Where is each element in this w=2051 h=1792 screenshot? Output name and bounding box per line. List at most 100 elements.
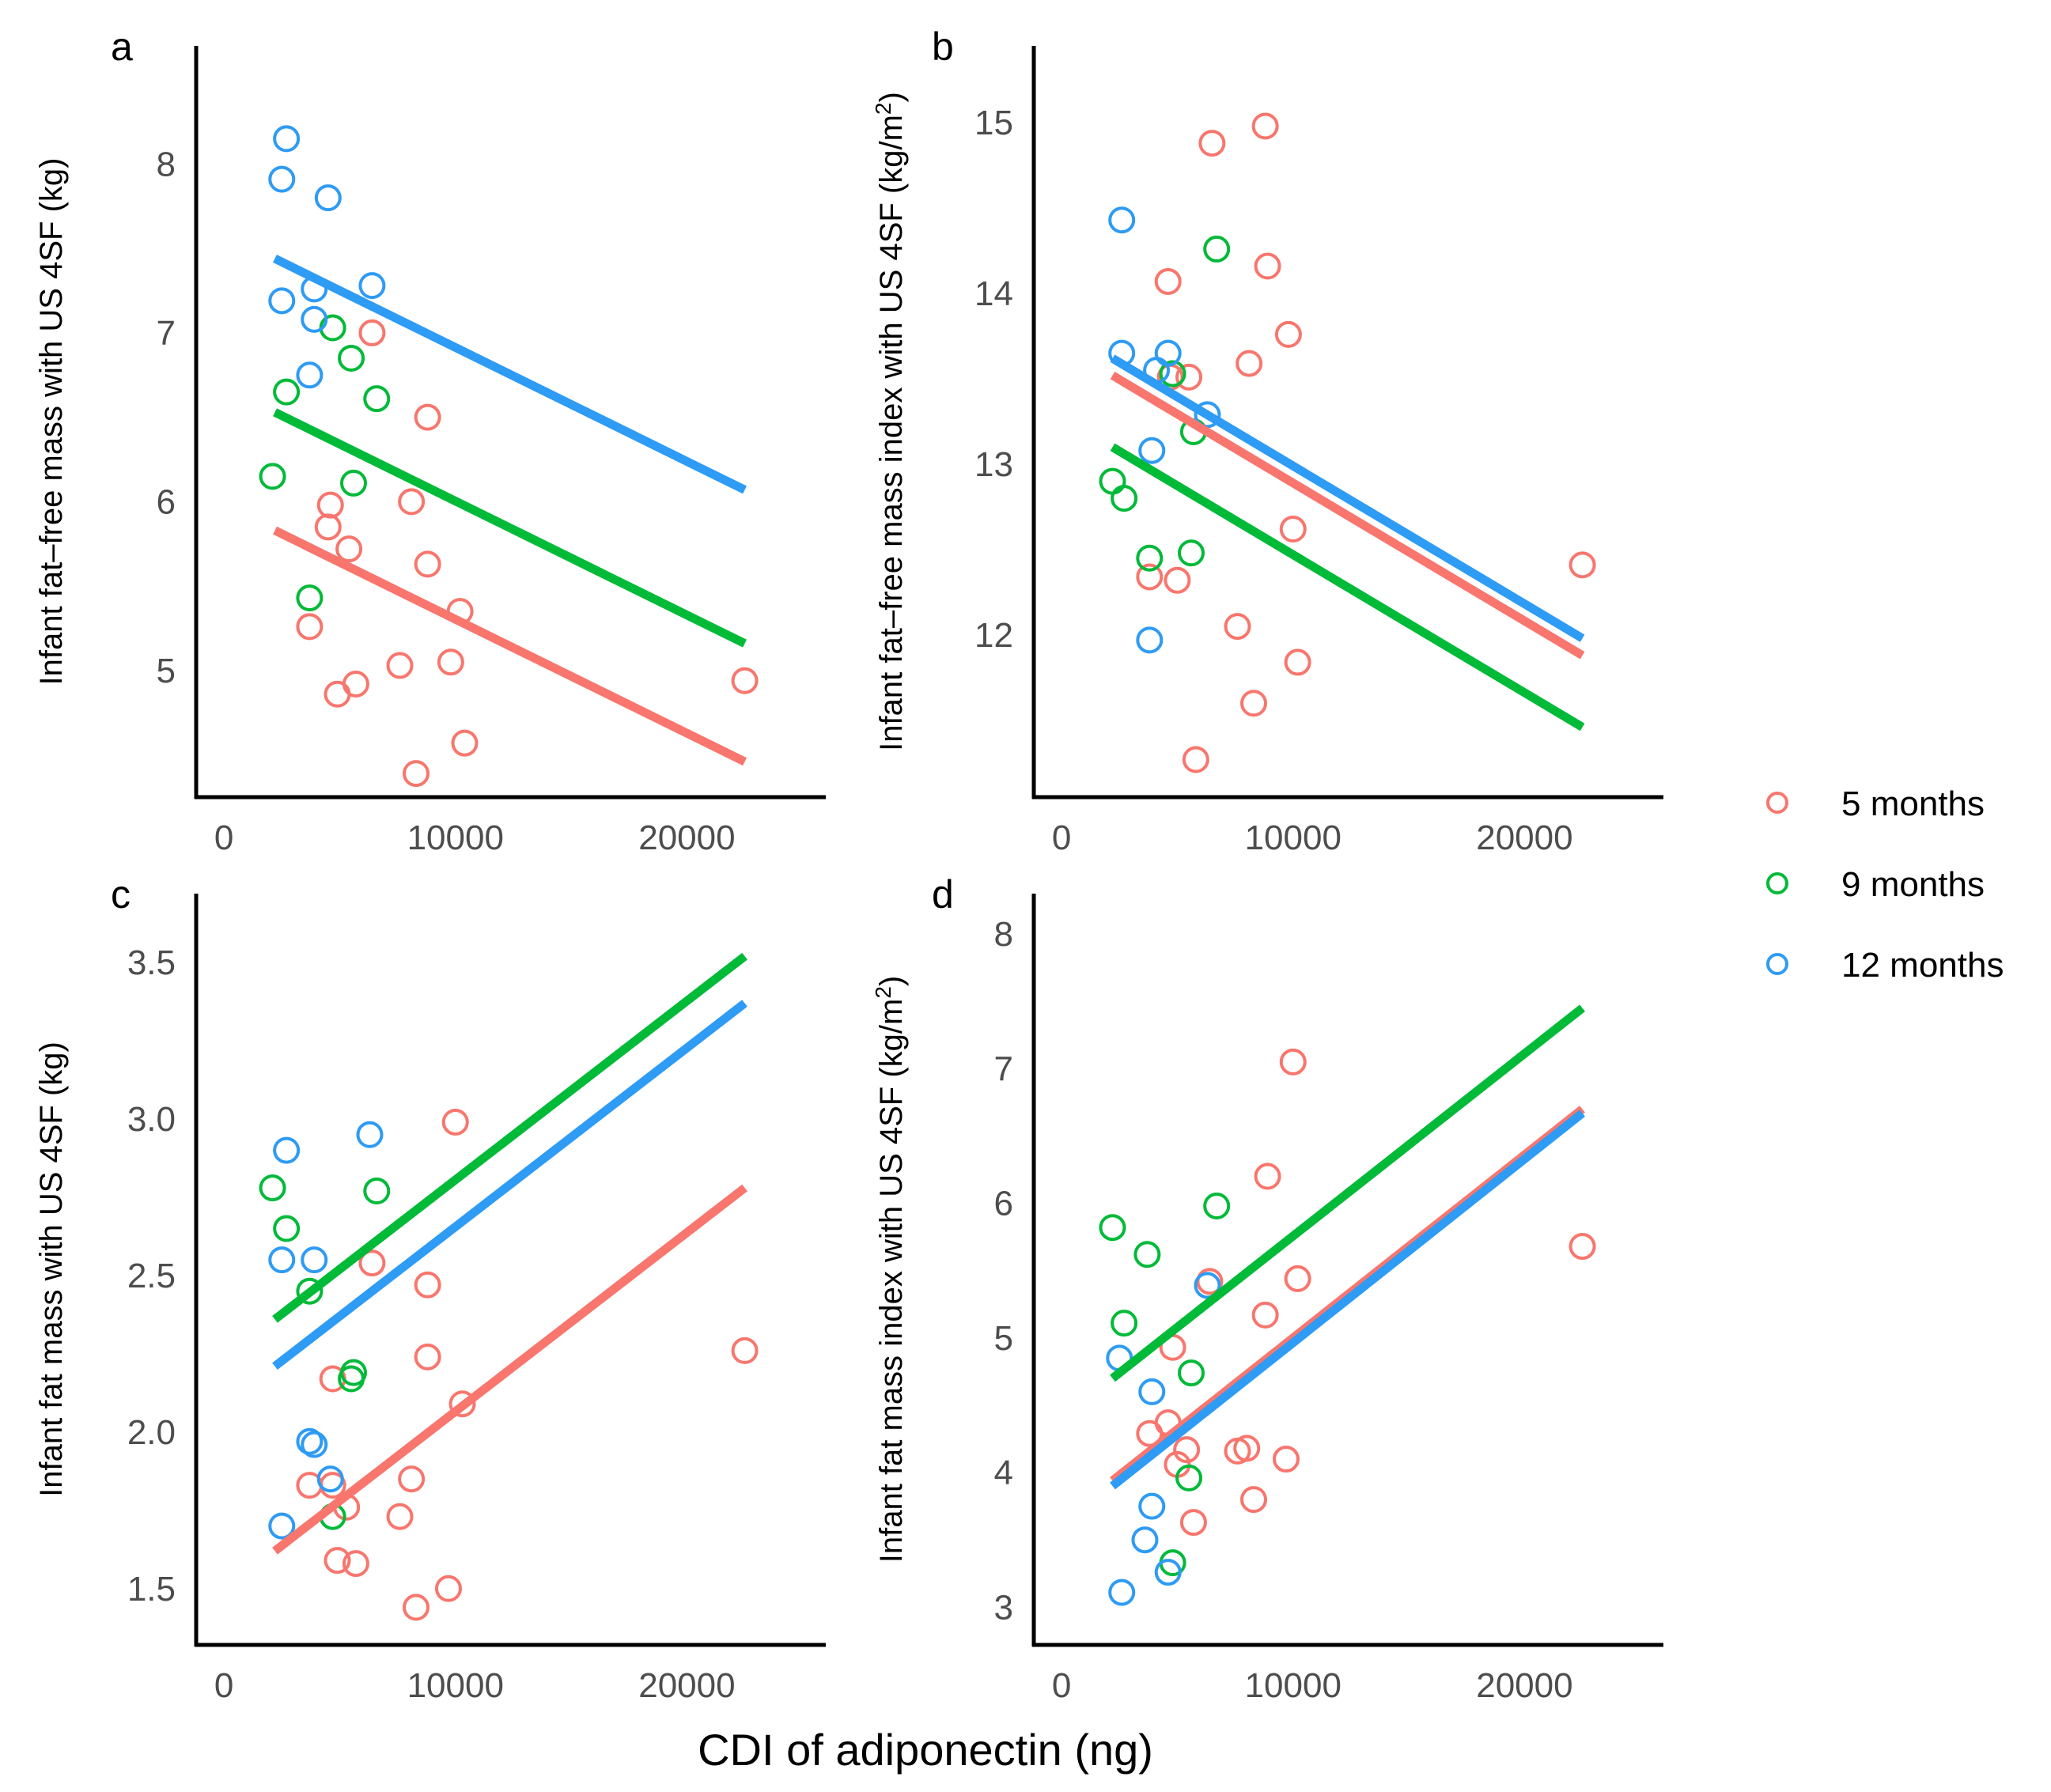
data-point: [1136, 626, 1164, 654]
data-point: [1194, 1272, 1221, 1299]
data-point: [296, 613, 324, 641]
y-axis-label: Infant fat mass with US 4SF (kg): [34, 1042, 69, 1497]
data-point: [1138, 437, 1166, 464]
data-point: [273, 125, 301, 153]
fit-line-9-months: [1110, 443, 1585, 732]
data-point: [301, 1431, 328, 1458]
y-tick-label: 1.5: [127, 1570, 176, 1609]
data-point: [398, 1465, 426, 1493]
data-point: [1569, 1233, 1596, 1261]
y-tick-label: 7: [994, 1049, 1013, 1088]
data-point: [301, 305, 328, 333]
data-point: [1108, 206, 1136, 234]
x-tick-label: 20000: [638, 1666, 735, 1705]
data-point: [273, 378, 301, 406]
y-tick-label: 6: [157, 482, 176, 521]
data-point: [448, 1390, 476, 1418]
data-point: [1279, 1048, 1307, 1076]
data-point: [1138, 1378, 1166, 1405]
data-point: [441, 1108, 469, 1136]
data-point: [1154, 267, 1182, 295]
data-point: [1136, 544, 1164, 572]
data-point: [1178, 1359, 1205, 1387]
data-point: [414, 403, 441, 431]
data-point: [1203, 1192, 1231, 1219]
fit-line-5-months: [272, 1184, 747, 1555]
data-point: [434, 1575, 462, 1602]
data-point: [451, 729, 479, 757]
data-point: [1138, 1492, 1166, 1520]
data-point: [1203, 235, 1231, 263]
data-point: [1173, 1436, 1201, 1464]
y-tick-label: 3.0: [127, 1100, 176, 1139]
data-point: [1284, 648, 1311, 676]
y-tick-label: 5: [157, 652, 176, 690]
legend-label-9-months: 9 months: [1841, 865, 1985, 904]
data-point: [1279, 516, 1307, 543]
y-axis-label: Infant fat–free mass index with US 4SF (…: [871, 92, 909, 751]
data-point: [1108, 1578, 1136, 1606]
data-point: [324, 680, 351, 708]
data-point: [1569, 551, 1596, 579]
data-point: [1254, 1163, 1281, 1190]
y-tick-label: 7: [157, 314, 176, 353]
data-point: [340, 469, 367, 497]
data-point: [301, 1246, 328, 1274]
data-point: [437, 648, 464, 676]
legend-item-12-months: 12 months: [1766, 946, 2004, 985]
data-point: [1240, 1486, 1268, 1514]
fit-line-12-months: [272, 1000, 747, 1370]
x-tick-label: 10000: [407, 818, 504, 857]
y-tick-label: 3: [994, 1588, 1013, 1627]
data-point: [1175, 363, 1203, 391]
data-point: [1136, 563, 1164, 591]
data-point: [342, 1550, 369, 1578]
legend-label-12-months: 12 months: [1841, 946, 2004, 985]
data-point: [273, 1136, 301, 1164]
data-point: [363, 385, 391, 413]
data-point: [414, 550, 441, 578]
panel-b: b 12 13 14 15 0 10000 20000 Infant fat–free mass…: [871, 25, 1663, 857]
series-5-months: [1136, 1048, 1596, 1537]
data-point: [314, 513, 342, 541]
panel-letter: a: [111, 25, 133, 69]
data-point: [338, 344, 365, 372]
data-point: [268, 1246, 296, 1274]
legend-key-5-months: [1766, 792, 1788, 814]
data-point: [414, 1271, 441, 1299]
panel-c: c 1.5 2.0 2.5 3.0 3.5 0 10000 20000 Infant fat ma…: [34, 872, 826, 1705]
data-point: [1133, 1241, 1161, 1268]
y-tick-label: 13: [974, 445, 1013, 484]
y-tick-label: 6: [994, 1185, 1013, 1223]
data-point: [1099, 1214, 1126, 1242]
data-point: [268, 165, 296, 193]
y-tick-label: 4: [994, 1454, 1013, 1492]
data-point: [386, 1503, 414, 1530]
data-point: [1131, 1526, 1159, 1554]
data-point: [1251, 112, 1279, 140]
data-point: [296, 1427, 324, 1455]
fit-line-5-months: [1110, 371, 1585, 660]
x-tick-label: 0: [214, 818, 233, 857]
data-point: [403, 760, 430, 788]
data-point: [1175, 1464, 1203, 1491]
data-point: [1254, 252, 1281, 280]
data-point: [1182, 746, 1209, 773]
fit-line-12-months: [273, 255, 747, 494]
data-point: [1136, 1420, 1164, 1447]
data-point: [296, 361, 324, 389]
data-point: [296, 1277, 324, 1305]
fit-line-12-months: [1110, 1110, 1585, 1490]
legend-key-9-months: [1766, 872, 1788, 894]
fit-line-5-months: [273, 526, 747, 766]
y-tick-label: 2.0: [127, 1413, 176, 1452]
data-point: [259, 463, 286, 490]
data-point: [338, 1365, 365, 1393]
x-tick-label: 0: [214, 1666, 233, 1705]
data-point: [268, 1512, 296, 1540]
y-tick-label: 2.5: [127, 1257, 176, 1295]
y-tick-label: 8: [994, 915, 1013, 954]
data-point: [268, 287, 296, 315]
series-9-months: [1099, 235, 1231, 572]
